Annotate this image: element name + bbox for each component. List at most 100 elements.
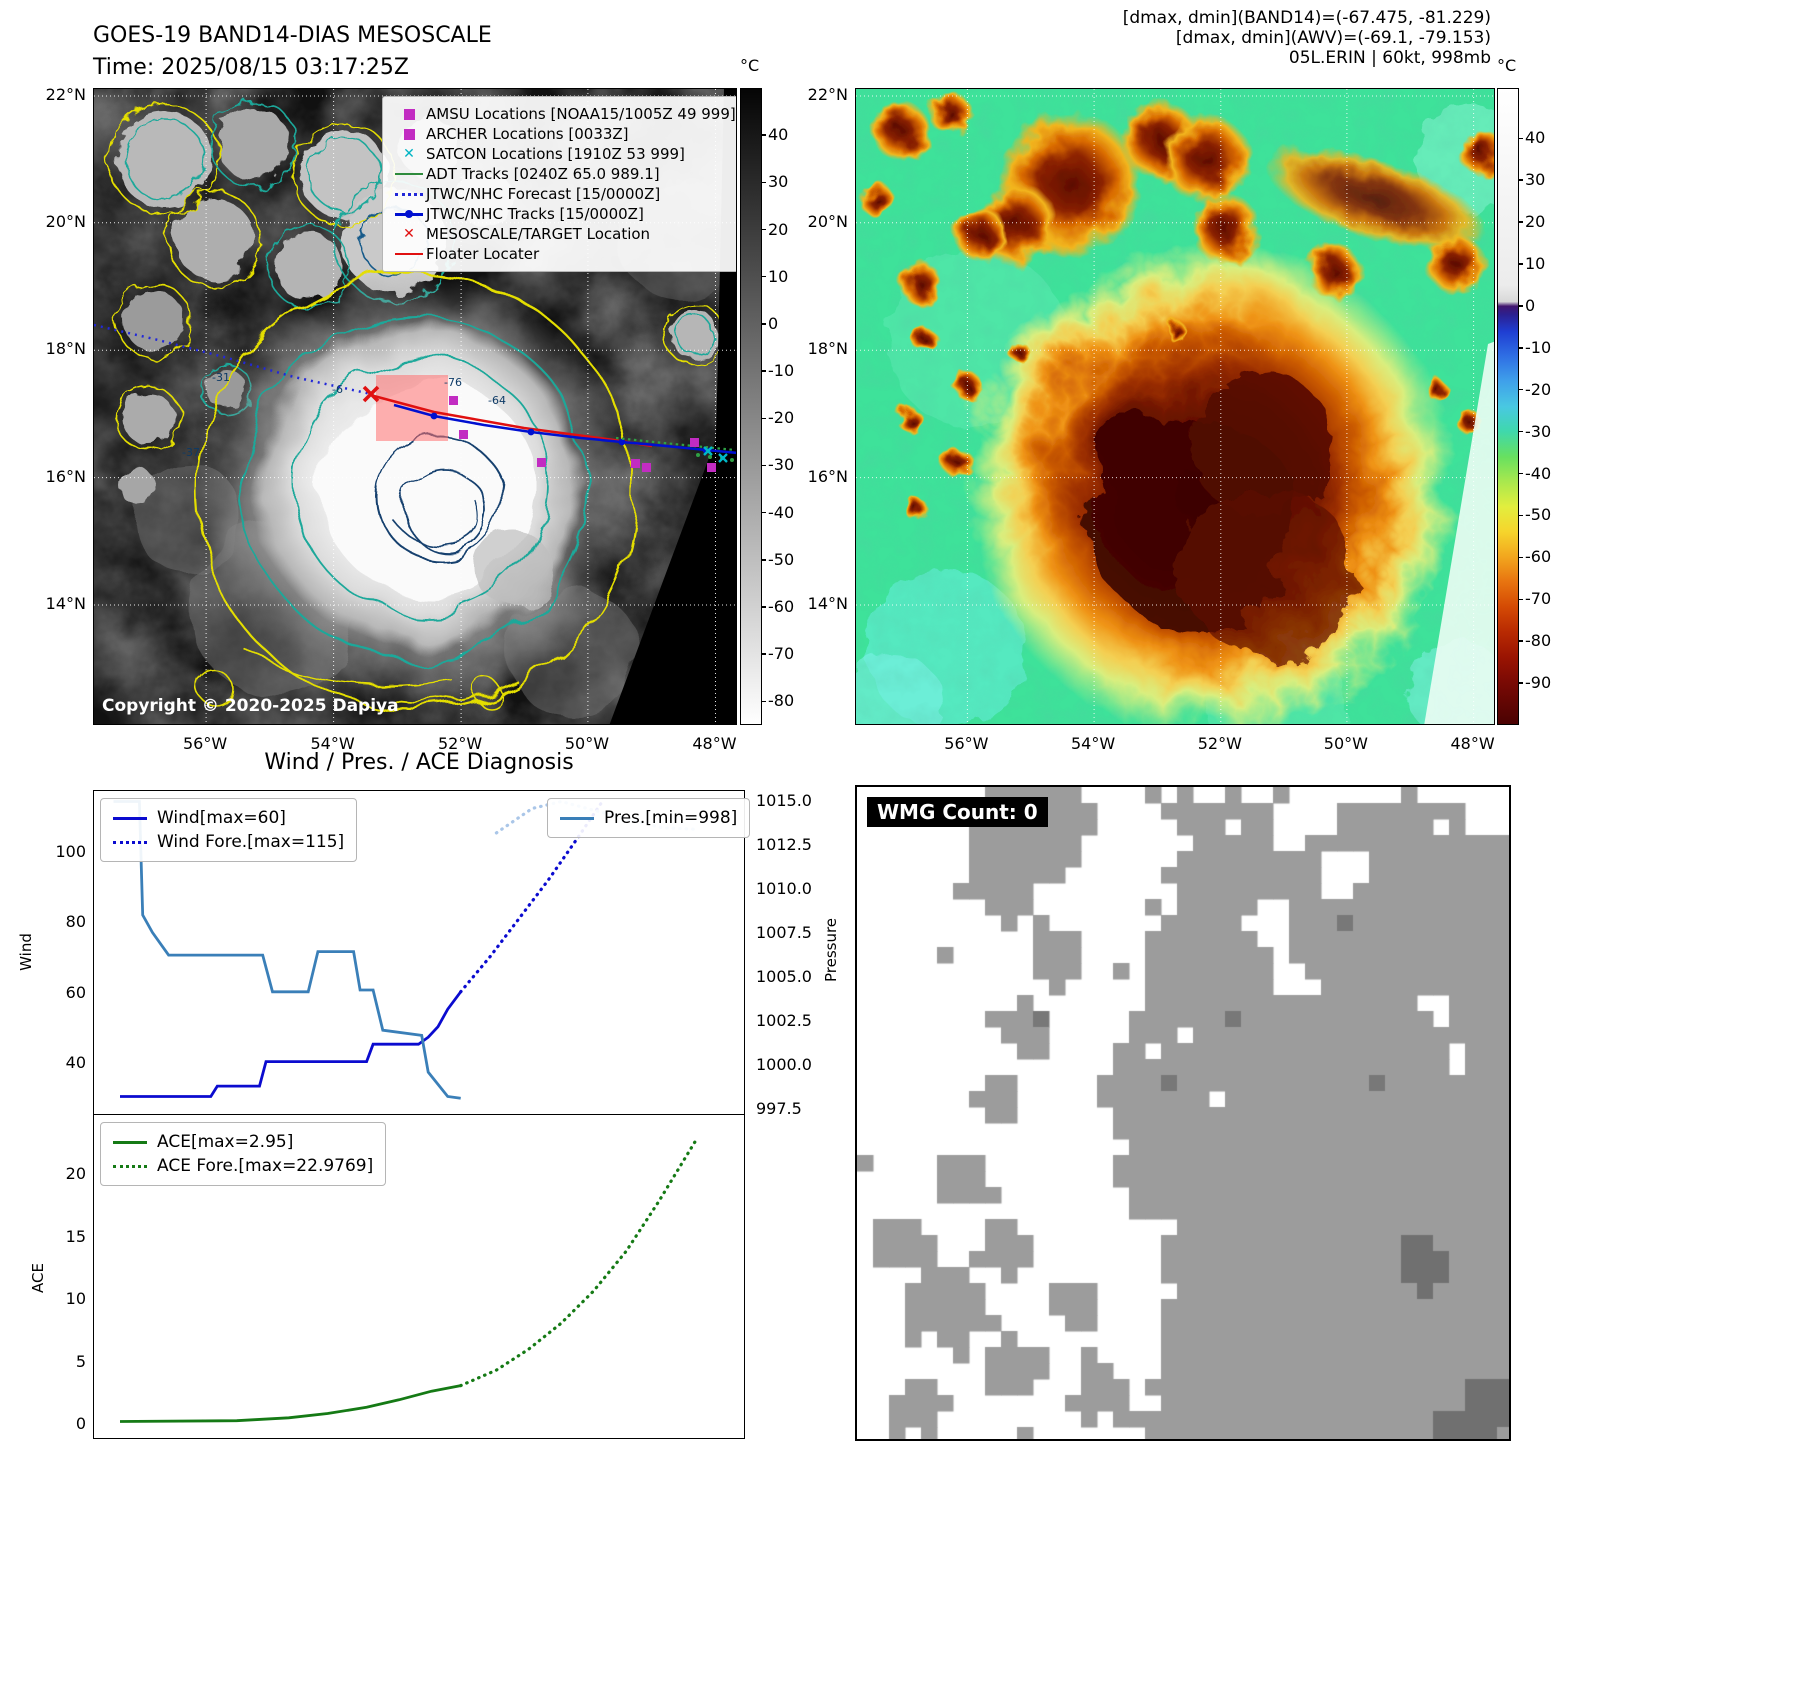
wmg-mask xyxy=(857,787,1509,1439)
legend-item: ACE Fore.[max=22.9769] xyxy=(113,1154,373,1178)
line-dot-blue-marker xyxy=(392,209,426,218)
awv-satellite-art xyxy=(856,89,1494,724)
colorbar-tick-label: -70 xyxy=(1525,589,1552,609)
legend-item: ACE[max=2.95] xyxy=(113,1130,373,1154)
colorbar-tick-mark xyxy=(1518,179,1523,181)
ace-ytick-label: 15 xyxy=(65,1226,86,1246)
lon-tick-label: 48°W xyxy=(1450,734,1495,753)
jtwc-tracks-line xyxy=(393,403,736,455)
lon-tick-label: 56°W xyxy=(944,734,989,753)
colorbar-tick-mark xyxy=(761,606,766,608)
colorbar-tick-label: 20 xyxy=(1525,212,1546,232)
colorbar-tick-label: -20 xyxy=(768,408,795,428)
legend-label: SATCON Locations [1910Z 53 999] xyxy=(426,145,685,163)
contour-value-labels: -31 -6 -76 -64 -37 xyxy=(182,371,506,459)
lat-tick-label: 18°N xyxy=(807,339,848,359)
pressure-axis-label: Pressure xyxy=(822,917,840,983)
legend-label: Pres.[min=998] xyxy=(604,808,738,828)
lat-tick-label: 14°N xyxy=(45,593,86,613)
series-ace-fore- xyxy=(459,1135,700,1388)
colorbar-tick-mark xyxy=(1518,388,1523,391)
lon-tick-label: 54°W xyxy=(1070,734,1116,753)
colorbar-tick-mark xyxy=(761,464,766,467)
pressure-ytick-label: 1002.5 xyxy=(756,1010,812,1030)
legend-item: Floater Locater xyxy=(392,244,736,264)
scan-edge xyxy=(609,89,736,724)
colorbar-tick-mark xyxy=(1518,598,1523,601)
lat-tick-label: 14°N xyxy=(807,593,848,613)
colorbar-tick-mark xyxy=(761,181,766,184)
wmg-count-badge: WMG Count: 0 xyxy=(867,797,1048,827)
colorbar-tick-label: -80 xyxy=(768,691,795,711)
legend-item: Pres.[min=998] xyxy=(560,806,737,830)
colorbar-tick-label: -40 xyxy=(768,502,795,522)
colorbar-tick-mark xyxy=(761,700,766,703)
legend-label: ACE[max=2.95] xyxy=(157,1132,294,1152)
colorbar-tick-label: -40 xyxy=(1525,463,1552,483)
contour-label: -64 xyxy=(488,394,506,407)
colorbar-tick-mark xyxy=(1518,137,1523,140)
lon-tick-label: 56°W xyxy=(182,734,228,753)
colorbar-tick-label: -50 xyxy=(768,549,795,569)
wind-ytick-label: 100 xyxy=(55,841,86,861)
wind-legend: Wind[max=60] Wind Fore.[max=115] xyxy=(100,798,358,862)
colorbar-tick-mark xyxy=(761,275,766,278)
ace-ytick-label: 0 xyxy=(75,1414,86,1433)
wind-ytick-label: 60 xyxy=(65,982,86,1002)
charts-title: Wind / Pres. / ACE Diagnosis xyxy=(264,750,574,775)
series-ace xyxy=(119,1384,461,1423)
lon-tick-label: 52°W xyxy=(437,734,483,753)
wind-axis-label: Wind xyxy=(17,933,35,971)
legend-item: JTWC/NHC Forecast [15/0000Z] xyxy=(392,184,736,204)
legend-label: JTWC/NHC Forecast [15/0000Z] xyxy=(426,185,661,203)
lat-tick-label: 22°N xyxy=(45,85,86,104)
lon-tick-label: 54°W xyxy=(310,734,355,753)
legend-item: ADT Tracks [0240Z 65.0 989.1] xyxy=(392,164,736,184)
colorbar-tick-mark xyxy=(1518,263,1523,265)
band14-title-block: GOES-19 BAND14-DIAS MESOSCALE Time: 2025… xyxy=(93,20,492,84)
scan-edge xyxy=(1424,341,1494,724)
legend-item: Wind Fore.[max=115] xyxy=(113,830,344,854)
colorbar-tick-mark xyxy=(1518,682,1523,684)
band14-colorbar xyxy=(740,88,762,725)
legend-label: Wind[max=60] xyxy=(157,808,286,828)
line-green-marker xyxy=(392,173,426,175)
pressure-ytick-label: 997.5 xyxy=(756,1098,802,1118)
colorbar-tick-label: -90 xyxy=(1525,673,1552,693)
colorbar-tick-mark xyxy=(761,323,766,325)
mesoscale-target-box xyxy=(376,375,448,441)
colorbar-tick-label: -60 xyxy=(1525,547,1552,567)
pres-legend: Pres.[min=998] xyxy=(547,798,751,838)
wind-ytick-label: 80 xyxy=(65,912,86,932)
colorbar-tick-mark xyxy=(1518,221,1523,223)
lat-tick-label: 16°N xyxy=(807,466,848,486)
legend-label: ACE Fore.[max=22.9769] xyxy=(157,1156,374,1176)
dotted-blue-marker xyxy=(392,192,426,196)
square-marker xyxy=(392,128,426,140)
colorbar-tick-label: 30 xyxy=(768,172,789,192)
contour-label: -76 xyxy=(444,376,462,389)
legend-item: ✕ SATCON Locations [1910Z 53 999] xyxy=(392,144,736,164)
dmax-dmin-band14: [dmax, dmin](BAND14)=(-67.475, -81.229) xyxy=(1122,8,1491,28)
colorbar-tick-mark xyxy=(761,511,766,514)
colorbar-tick-label: -30 xyxy=(768,455,795,475)
map-legend: AMSU Locations [NOAA15/1005Z 49 999] ARCH… xyxy=(382,96,736,272)
colorbar-tick-mark xyxy=(1518,514,1523,517)
copyright: Copyright © 2020-2025 Dapiya xyxy=(102,696,399,716)
colorbar-tick-mark xyxy=(1518,305,1523,307)
contour-label: -31 xyxy=(212,371,230,384)
colorbar-tick-label: -20 xyxy=(1525,379,1552,399)
colorbar-tick-mark xyxy=(1518,472,1523,475)
storm-contours xyxy=(194,271,634,711)
colorbar-tick-label: 0 xyxy=(768,313,779,333)
ace-ytick-label: 20 xyxy=(65,1164,86,1183)
pressure-ytick-label: 1015.0 xyxy=(756,790,812,810)
colorbar-tick-label: 40 xyxy=(1525,128,1546,148)
lat-tick-label: 20°N xyxy=(45,211,86,231)
page-title: GOES-19 BAND14-DIAS MESOSCALE xyxy=(93,23,492,48)
colorbar-tick-mark xyxy=(1518,430,1523,433)
pressure-ytick-label: 1007.5 xyxy=(756,922,812,942)
lat-tick-label: 16°N xyxy=(45,466,86,486)
xmark-marker: ✕ xyxy=(403,146,415,162)
legend-label: Wind Fore.[max=115] xyxy=(157,832,345,852)
